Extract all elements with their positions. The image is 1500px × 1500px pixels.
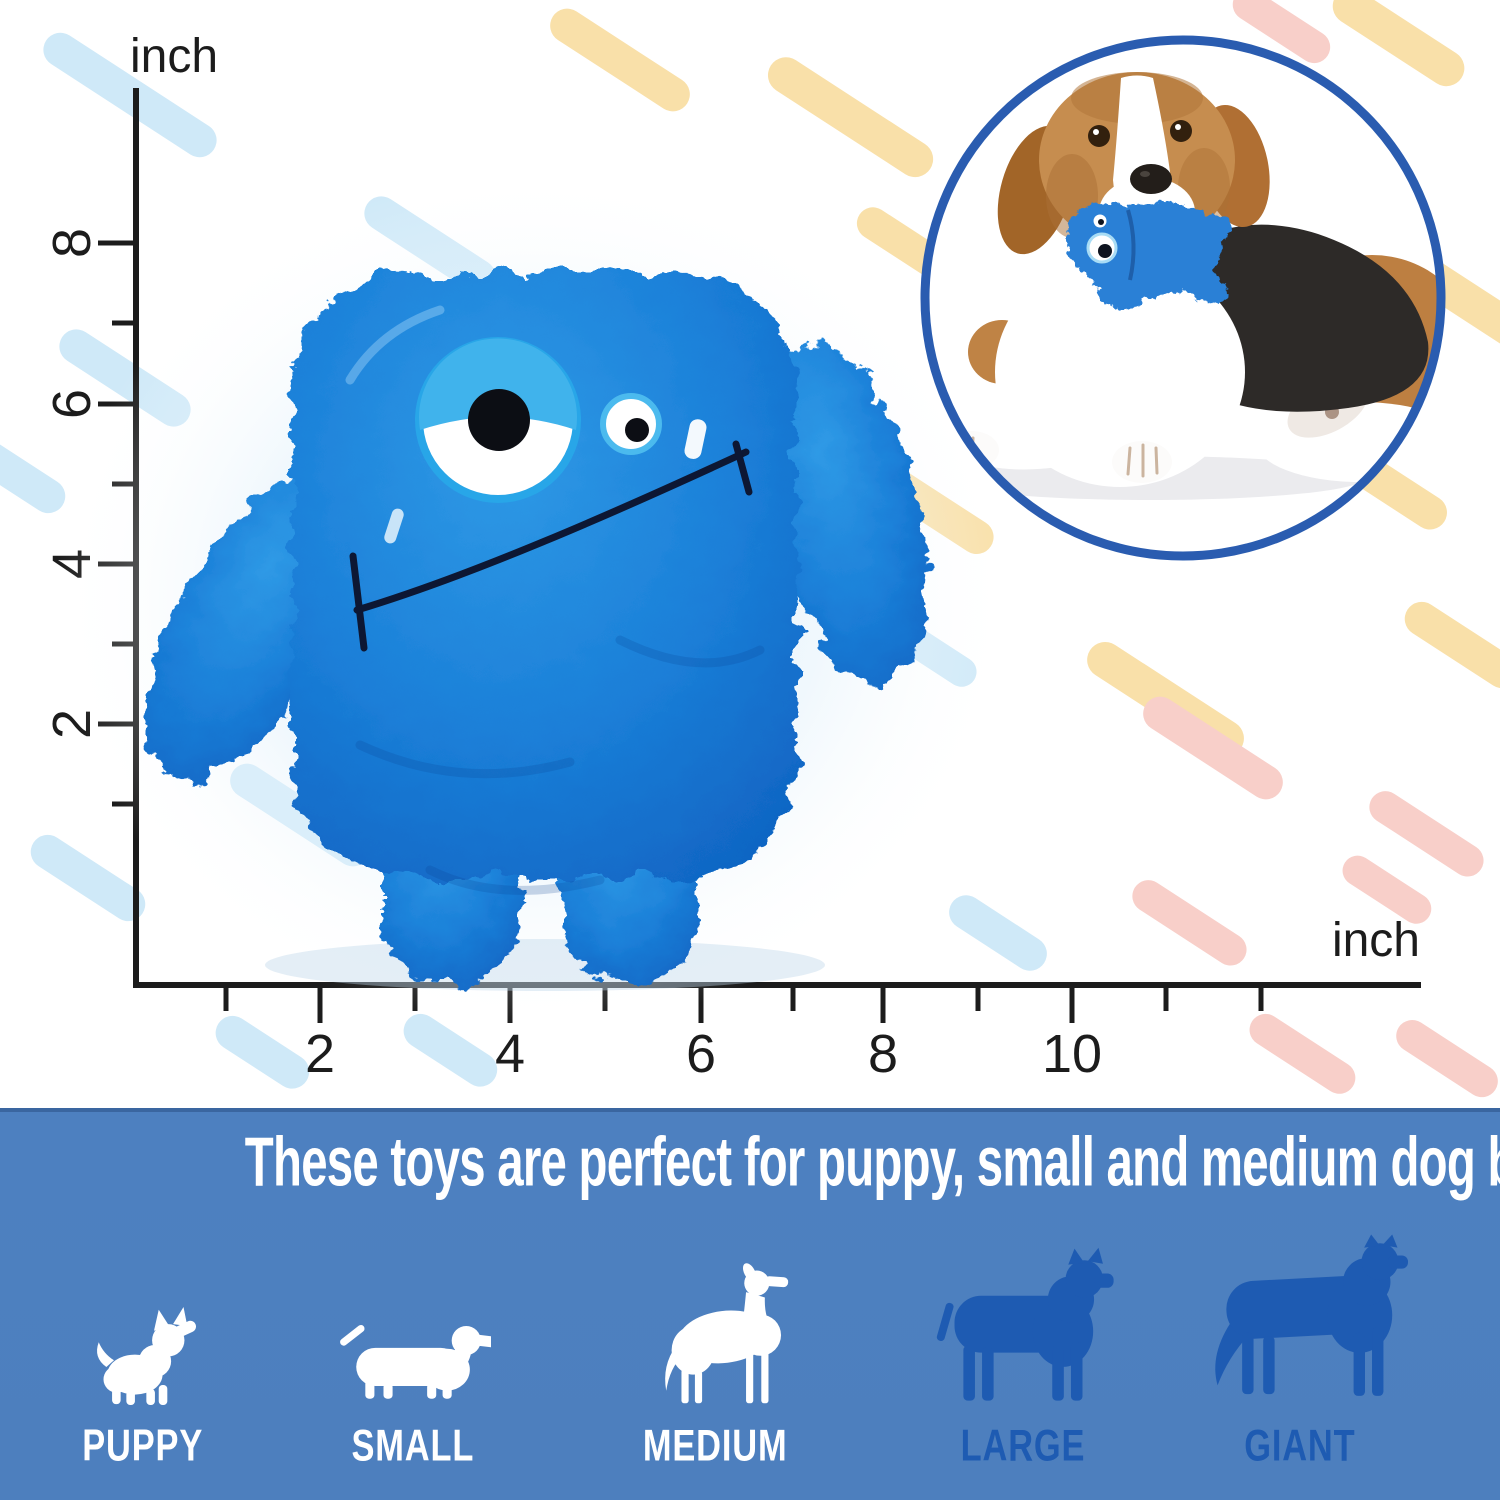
toy-stitch-mark-left <box>384 508 404 544</box>
svg-text:6: 6 <box>686 1024 716 1084</box>
toy-right-arm <box>768 343 928 687</box>
y-axis-unit-label: inch <box>130 30 218 83</box>
size-label-large: LARGE <box>960 1420 1085 1471</box>
banner-headline: These toys are perfect for puppy, small … <box>244 1123 1500 1201</box>
dog-silhouette-medium-icon <box>664 1263 788 1404</box>
size-label-small: SMALL <box>351 1420 475 1471</box>
size-option-giant: GIANT <box>1175 1234 1425 1470</box>
brush-strokes-pink <box>1132 0 1498 1098</box>
size-label-medium: MEDIUM <box>643 1420 788 1471</box>
beagle-photo-inset <box>920 35 1446 561</box>
dog-silhouette-giant-icon <box>1214 1234 1408 1396</box>
toy-small-eye-pupil <box>625 418 649 442</box>
svg-text:6: 6 <box>42 389 102 419</box>
toy-big-eye-lid <box>419 338 577 430</box>
svg-text:10: 10 <box>1042 1024 1102 1084</box>
svg-text:4: 4 <box>495 1024 525 1084</box>
toy-shadow <box>265 939 825 991</box>
size-option-puppy: PUPPY <box>58 1306 228 1470</box>
svg-text:8: 8 <box>868 1024 898 1084</box>
x-axis-unit-label: inch <box>1332 914 1420 967</box>
toy-in-mouth-eyes <box>1086 214 1118 264</box>
size-diagram: inch inch 8 6 4 2 2 4 6 8 10 <box>0 0 1500 1098</box>
size-option-small: SMALL <box>308 1306 518 1470</box>
toy-fur-streaks <box>345 305 765 895</box>
plush-monster-toy-illustration <box>55 170 1015 1030</box>
dog-silhouette-small-icon <box>339 1324 491 1399</box>
size-option-large: LARGE <box>905 1246 1140 1470</box>
svg-text:8: 8 <box>42 228 102 258</box>
toy-big-eye-pupil <box>468 389 530 451</box>
size-label-puppy: PUPPY <box>82 1420 204 1471</box>
toy-face <box>349 337 753 652</box>
banner-headline-row: These toys are perfect for puppy, small … <box>0 1122 1500 1201</box>
dog-silhouette-puppy-icon <box>96 1306 196 1406</box>
beagle-nose <box>1130 164 1172 194</box>
size-guide-banner: These toys are perfect for puppy, small … <box>0 1108 1500 1500</box>
size-option-medium: MEDIUM <box>608 1258 823 1470</box>
beagle-front-leg <box>958 414 1118 470</box>
beagle-eyes <box>1088 120 1192 147</box>
size-label-giant: GIANT <box>1244 1420 1356 1471</box>
inset-circle-border <box>920 35 1446 561</box>
x-axis-tick-labels: 2 4 6 8 10 <box>305 1024 1102 1084</box>
dog-silhouette-large-icon <box>936 1247 1114 1401</box>
beagle-rear-white <box>1256 402 1441 482</box>
toy-zipper-mouth <box>349 440 753 652</box>
toy-stitch-mark-right <box>684 419 707 459</box>
svg-text:2: 2 <box>305 1024 335 1084</box>
